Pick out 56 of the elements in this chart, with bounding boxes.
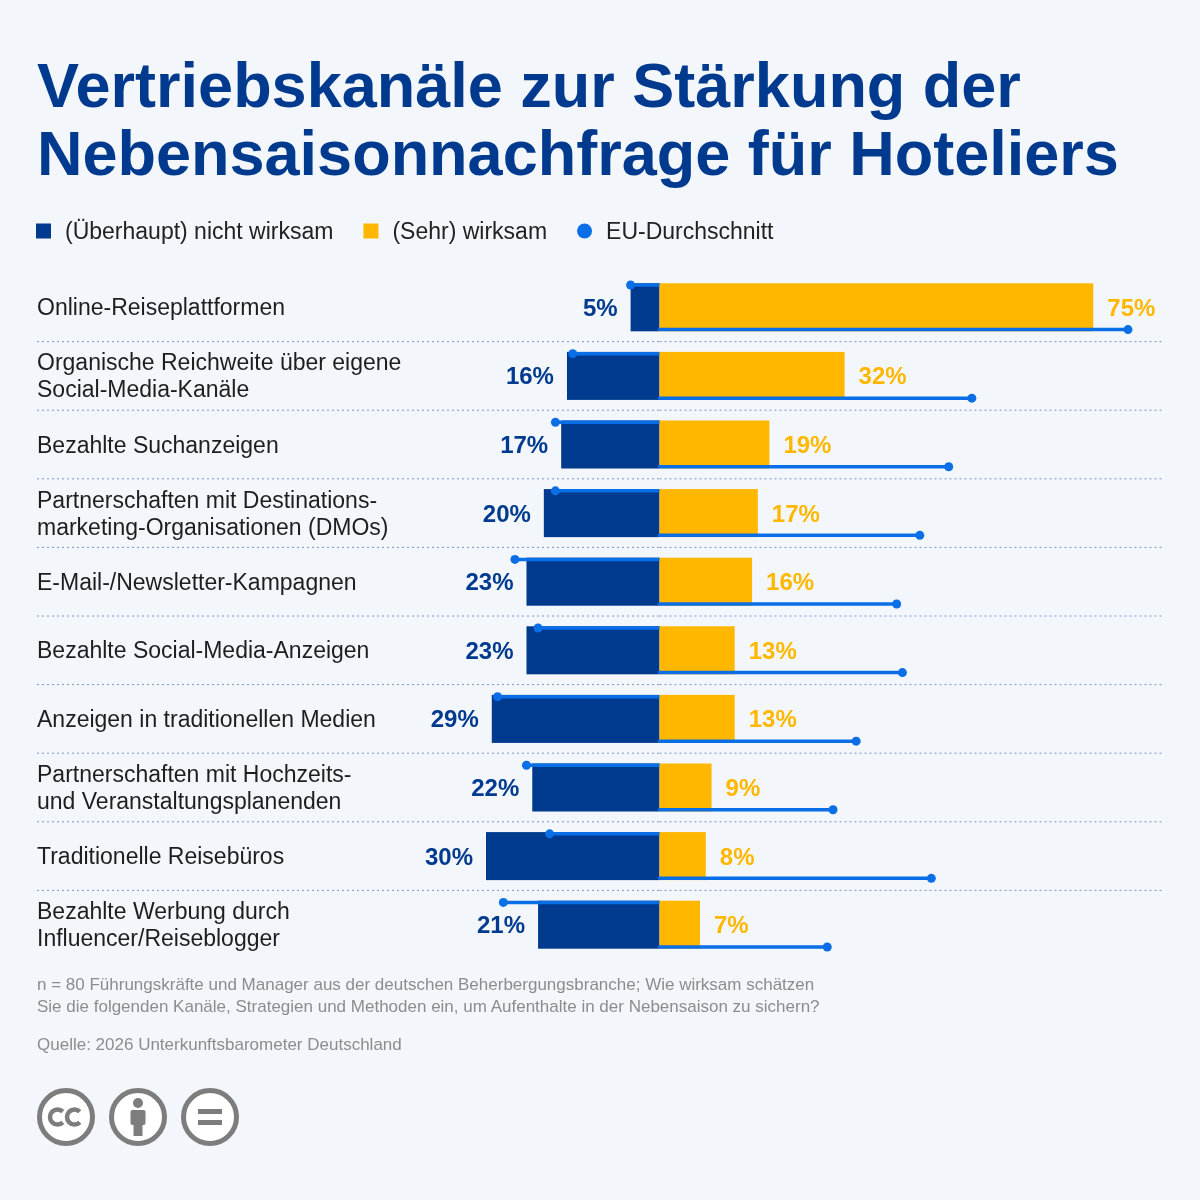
data-label: 13% [748,705,797,733]
data-label: 23% [465,568,514,596]
data-label: 5% [582,293,618,321]
point [897,668,907,678]
point [828,805,838,815]
chart-title: Vertriebskanäle zur Stärkung der Nebensaisonnachfrage für Hoteliers [37,50,1119,188]
data-label: 32% [858,362,907,390]
legend-label: (Sehr) wirksam [392,218,548,244]
y-tick-label: Bezahlte Suchanzeigen [37,431,279,458]
data-label: 17% [771,499,820,527]
y-tick-label: Anzeigen in traditionellen Medien [37,705,376,732]
point [926,873,936,883]
point [493,692,503,702]
legend-label: EU-Durchschnitt [606,218,775,244]
y-tick-label: Online-Reiseplattformen [37,294,286,321]
y-tick-label: Bezahlte Werbung durch Influencer/Reiseblogger [37,898,290,952]
point [892,599,902,609]
data-label: 21% [477,911,526,939]
point [550,417,560,427]
data-label: 22% [471,774,520,801]
point [822,942,832,952]
y-tick-label: Organische Reichweite über eigene Social-Media-Kanäle [37,349,402,403]
point [1123,325,1133,335]
legend-label: (Überhaupt) nicht wirksam [65,218,334,244]
data-label: 16% [766,568,815,596]
point [851,736,861,746]
data-label: 19% [783,431,832,458]
y-tick-label: Partnerschaften mit Destinations- marketing-Organisationen (DMOs) [37,486,389,540]
y-tick-label: Partnerschaften mit Hochzeits- und Veranstaltungsplanenden [37,761,352,814]
y-tick-label: E-Mail-/Newsletter-Kampagnen [37,568,357,595]
y-tick-label: Bezahlte Social-Media-Anzeigen [37,637,370,664]
data-label: 9% [725,774,761,801]
point [944,462,954,472]
y-tick-label: Traditionelle Reisebüros [37,843,285,870]
text: n = 80 Führungskräfte und Manager aus der deutschen Beherbergungsbranche; Wie wirksam schätzen Sie die folgenden Kanäle, Strategien und Methoden ein, um Aufenthalte in der Nebensaison zu sichern? [37,975,820,1016]
point [626,280,636,290]
point [510,554,520,564]
point [967,393,977,403]
source-note: Quelle: 2026 Unterkunftsbarometer Deutschland [37,1035,402,1054]
point [545,829,555,839]
point [533,623,543,633]
data-label: 16% [505,362,554,390]
data-label: 17% [500,431,549,458]
data-label: 30% [424,842,473,870]
data-label: 75% [1107,293,1156,321]
data-label: 29% [430,705,479,733]
point [568,349,578,359]
data-label: 13% [748,636,797,664]
point [915,530,925,540]
data-label: 20% [482,499,531,527]
data-label: 23% [465,636,514,664]
point [498,897,508,907]
data-label: 7% [714,911,749,939]
data-label: 8% [719,842,755,870]
point [550,486,560,496]
point [521,760,531,770]
